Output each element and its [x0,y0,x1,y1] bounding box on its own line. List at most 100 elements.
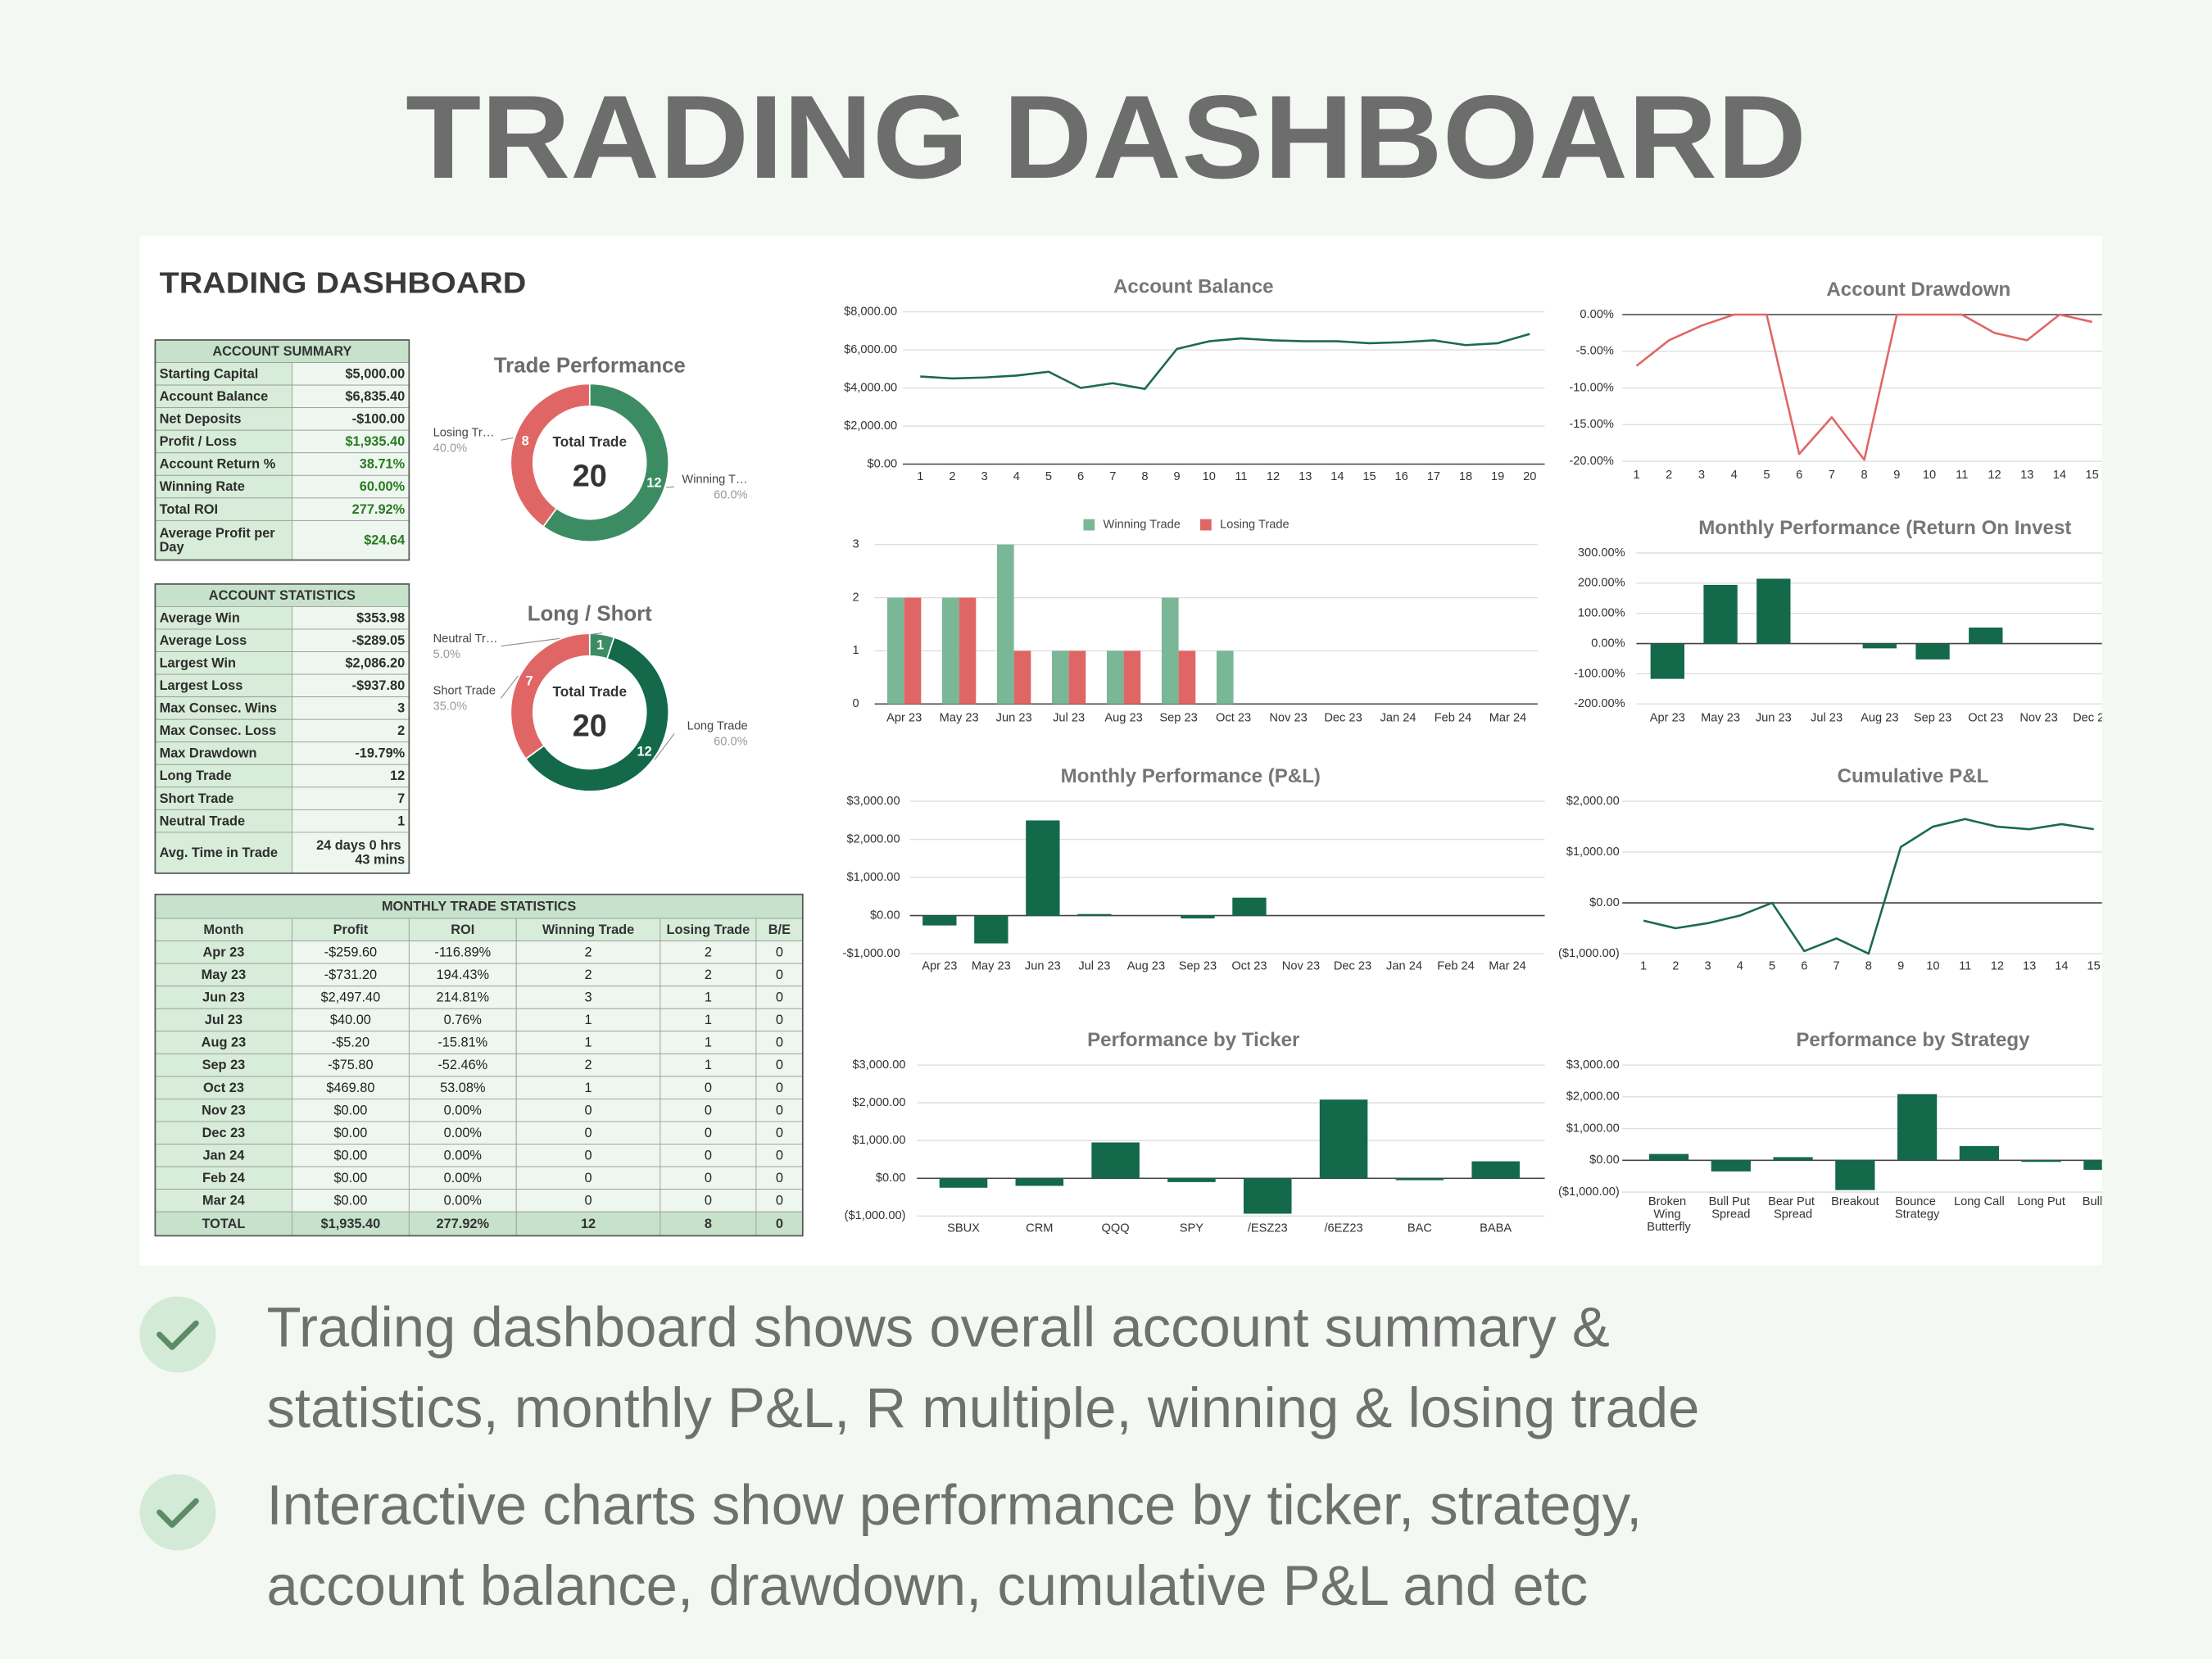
table-cell [515,986,661,1009]
table-cell-text: 3 [585,990,592,1005]
x-tick-label: Long Call [1954,1195,2005,1208]
bar [1711,1160,1751,1172]
x-tick-label: 4 [1737,959,1743,972]
center-value: 20 [573,460,607,494]
table-cell-text: 1 [705,990,712,1005]
x-tick-label: 19 [1491,470,1504,483]
table-cell [292,429,410,454]
x-tick-label: 1 [1640,959,1647,972]
x-tick-label: 10 [1923,469,1936,482]
bar [1167,1178,1216,1182]
row-value: $6,835.40 [345,389,405,404]
table-cell [292,474,410,499]
bullet-text: Interactive charts show performance by t… [266,1474,1642,1537]
x-tick-label: Jun 23 [1756,711,1792,724]
total-cell: 277.92% [437,1217,490,1231]
table-border [154,583,410,874]
x-tick-label: 13 [2023,959,2036,972]
sheet-title: TRADING DASHBOARD [160,265,527,299]
row-label: Max Consec. Wins [160,701,277,716]
table-cell-text: 0 [776,1103,783,1117]
table-border [154,339,410,561]
data-line [920,333,1530,390]
table-cell-text: 0 [585,1171,592,1185]
y-tick-label: $2,000.00 [1566,795,1620,808]
table-cell-text: 0 [705,1103,712,1117]
table-cell [660,1008,757,1032]
slice-percent-label: 40.0% [433,442,467,455]
x-tick-label: 7 [1109,470,1116,483]
table-cell [755,1189,804,1213]
bar [939,1178,988,1188]
bar [887,597,904,705]
table-cell-text: 0 [776,1148,783,1163]
x-tick-label: 6 [1077,470,1084,483]
table-border [154,893,804,1237]
table-cell-text: 0 [585,1194,592,1208]
x-tick-label: Aug 23 [1861,711,1898,724]
y-tick-label: $1,000.00 [852,1134,905,1147]
x-tick-label: 11 [1959,959,1971,972]
x-tick-label: Breakout [1831,1195,1879,1208]
x-tick-label: Sep 23 [1914,711,1951,724]
y-tick-label: 100.00% [1578,607,1625,620]
row-label: Average Loss [160,633,247,648]
column-header: Winning Trade [542,922,634,937]
table-cell-text: Jan 24 [202,1148,244,1163]
legend-label: Losing Trade [1220,518,1290,531]
table-cell [154,1144,292,1167]
x-tick-label: Aug 23 [1104,711,1142,724]
table-cell [408,986,517,1009]
table-cell [292,452,410,476]
table-cell-text: Apr 23 [202,945,244,959]
table-title: MONTHLY TRADE STATISTICS [382,900,576,914]
table-cell [154,519,292,561]
bar [1835,1160,1875,1190]
table-cell-text: $0.00 [333,1126,367,1140]
x-tick-label: Oct 23 [1216,711,1251,724]
table-cell [515,1076,661,1099]
donut-slice [524,636,670,792]
y-tick-label: $0.00 [1589,1154,1620,1167]
table-cell-text: 1 [705,1058,712,1072]
x-tick-label: 4 [1731,469,1738,482]
x-tick-label: 3 [1705,959,1711,972]
table-cell [292,1053,410,1077]
chart-title: Account Drawdown [1826,279,2010,301]
row-value: 7 [397,791,405,806]
table-cell-text: 0 [585,1126,592,1140]
table-cell-text: 1 [705,1013,712,1027]
table-cell-text: 0 [776,1036,783,1050]
x-tick-label: 5 [1769,959,1775,972]
y-tick-label: 3 [853,538,859,551]
table-cell-text: Dec 23 [202,1126,246,1140]
x-tick-label: 6 [1801,959,1807,972]
x-tick-label: Jun 23 [996,711,1032,724]
bar [922,915,957,926]
x-tick-label: 11 [1235,470,1247,483]
row-value: $2,086.20 [345,655,405,670]
slice-category-label: Short Trade [433,685,496,698]
table-cell-text: 0 [776,1194,783,1208]
donut-slice [510,632,591,760]
check-circle [139,1474,216,1551]
y-tick-label: 1 [853,644,859,657]
x-tick-label: Nov 23 [2019,711,2057,724]
y-tick-label: 0 [853,697,859,710]
column-header: Losing Trade [667,922,750,937]
x-tick-label: Aug 23 [1127,959,1165,972]
table-cell [154,407,292,431]
x-tick-label: Nov 23 [1269,711,1307,724]
x-tick-label: 7 [1834,959,1840,972]
bar [1181,915,1215,919]
x-tick-label: 14 [1330,470,1344,483]
slice-percent-label: 35.0% [433,700,467,714]
y-tick-label: ($1,000.00) [1558,1185,1620,1199]
table-cell [660,1098,757,1122]
x-tick-label: Sep 23 [1159,711,1197,724]
column-header: B/E [768,922,791,937]
check-mark [156,1320,199,1350]
x-tick-label: Jan 24 [1380,711,1416,724]
bar [996,544,1014,705]
